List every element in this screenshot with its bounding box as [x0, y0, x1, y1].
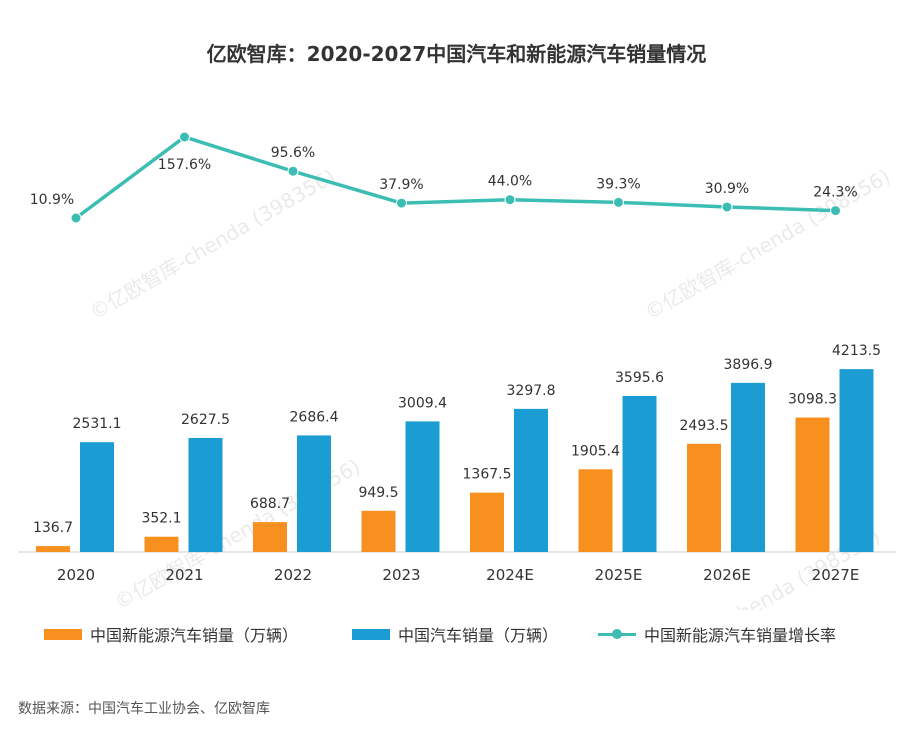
x-tick-label: 2022 — [274, 566, 312, 584]
legend: 中国新能源汽车销量（万辆） 中国汽车销量（万辆） 中国新能源汽车销量增长率 — [0, 622, 913, 652]
chart-canvas: ©亿欧智库-chenda (398356) ©亿欧智库-chenda (39835… — [18, 131, 896, 610]
legend-item-total-sales: 中国汽车销量（万辆） — [352, 622, 558, 646]
x-tick-label: 2027E — [812, 566, 860, 584]
bar-total-sales — [731, 382, 765, 552]
data-label-nev-sales: 136.7 — [33, 520, 73, 536]
bar-total-sales — [297, 435, 331, 552]
data-label-growth-rate: 157.6% — [158, 157, 211, 173]
growth-rate-point — [504, 194, 516, 206]
bar-total-sales — [839, 369, 874, 552]
data-label-total-sales: 3896.9 — [724, 357, 773, 373]
growth-rate-point — [830, 205, 841, 217]
growth-rate-line — [74, 135, 836, 220]
legend-label-nev-sales: 中国新能源汽车销量（万辆） — [90, 626, 299, 645]
bar-nev-sales — [361, 510, 396, 552]
data-label-total-sales: 2686.4 — [290, 409, 339, 425]
bar-nev-sales — [578, 469, 613, 552]
data-label-total-sales: 2627.5 — [181, 412, 230, 428]
bar-nev-sales — [687, 443, 721, 552]
growth-rate-point — [721, 201, 733, 213]
data-label-nev-sales: 3098.3 — [788, 392, 837, 408]
data-label-growth-rate: 95.6% — [271, 145, 315, 161]
bar-total-sales — [188, 437, 223, 552]
data-label-total-sales: 2531.1 — [73, 416, 122, 432]
data-label-growth-rate: 44.0% — [488, 174, 532, 190]
legend-swatch-growth-rate — [598, 628, 636, 640]
growth-rate-point — [287, 165, 299, 177]
growth-rate-point — [613, 196, 624, 208]
data-source-note: 数据来源：中国汽车工业协会、亿欧智库 — [18, 701, 270, 717]
watermark-text: ©亿欧智库-chenda (398356) — [86, 164, 340, 324]
growth-rate-point — [70, 212, 82, 224]
bar-nev-sales — [470, 492, 504, 552]
growth-rate-point — [179, 131, 190, 143]
data-label-total-sales: 3595.6 — [615, 370, 664, 386]
legend-label-growth-rate: 中国新能源汽车销量增长率 — [644, 626, 837, 645]
data-label-total-sales: 3297.8 — [507, 383, 556, 399]
data-label-growth-rate: 24.3% — [813, 185, 857, 201]
legend-label-total-sales: 中国汽车销量（万辆） — [398, 626, 559, 645]
bar-nev-sales — [253, 522, 287, 552]
data-label-nev-sales: 949.5 — [358, 485, 398, 501]
bar-total-sales — [622, 395, 657, 552]
legend-swatch-nev-sales — [44, 628, 82, 640]
data-label-total-sales: 4213.5 — [832, 343, 881, 359]
data-label-growth-rate: 30.9% — [705, 181, 749, 197]
bar-total-sales — [514, 408, 548, 552]
data-label-nev-sales: 688.7 — [250, 496, 290, 512]
data-label-growth-rate: 10.9% — [30, 192, 74, 208]
data-label-total-sales: 3009.4 — [398, 395, 447, 411]
data-label-nev-sales: 1367.5 — [463, 467, 512, 483]
data-label-nev-sales: 2493.5 — [680, 418, 729, 434]
bar-nev-sales — [795, 417, 830, 552]
chart-title: 亿欧智库：2020-2027中国汽车和新能源汽车销量情况 — [206, 42, 707, 66]
legend-item-growth-rate: 中国新能源汽车销量增长率 — [598, 622, 836, 646]
x-tick-label: 2025E — [595, 566, 643, 584]
data-label-growth-rate: 39.3% — [596, 176, 640, 192]
x-tick-label: 2023 — [382, 566, 420, 584]
data-label-growth-rate: 37.9% — [379, 177, 423, 193]
bar-total-sales — [80, 442, 114, 552]
x-tick-label: 2024E — [486, 566, 534, 584]
legend-item-nev-sales: 中国新能源汽车销量（万辆） — [44, 622, 298, 646]
data-label-nev-sales: 1905.4 — [571, 443, 620, 459]
x-tick-label: 2021 — [165, 566, 203, 584]
bar-nev-sales — [144, 536, 179, 552]
growth-rate-point — [396, 197, 407, 209]
data-label-nev-sales: 352.1 — [141, 511, 181, 527]
bar-total-sales — [405, 421, 440, 552]
bar-nev-sales — [36, 546, 70, 552]
legend-swatch-total-sales — [352, 628, 390, 640]
x-tick-label: 2026E — [703, 566, 751, 584]
x-tick-label: 2020 — [57, 566, 95, 584]
